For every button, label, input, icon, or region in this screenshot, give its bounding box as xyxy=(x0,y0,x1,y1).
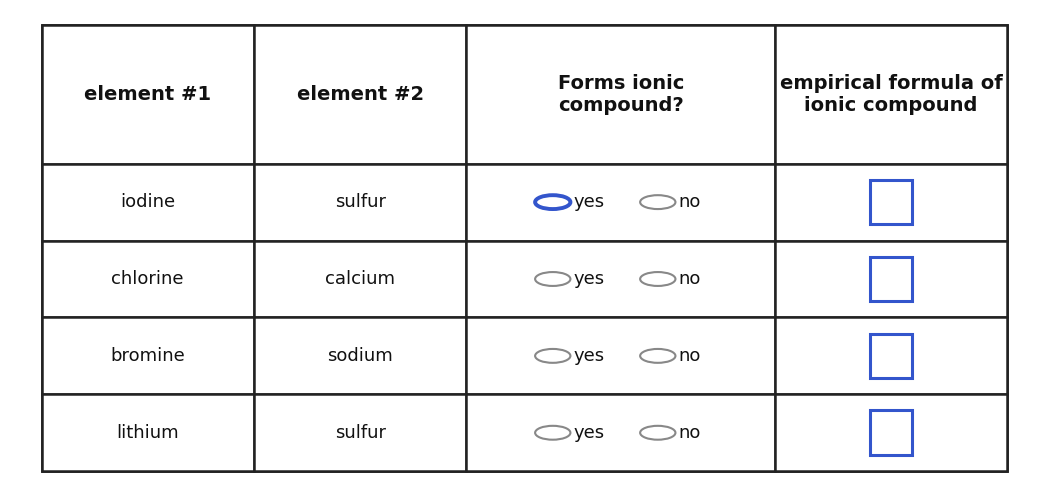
Bar xyxy=(775,317,1007,394)
Text: empirical formula of
ionic compound: empirical formula of ionic compound xyxy=(780,74,1003,115)
Bar xyxy=(254,164,466,241)
Bar xyxy=(254,25,466,164)
Bar xyxy=(775,164,1007,241)
Bar xyxy=(775,25,1007,164)
Bar xyxy=(466,241,775,317)
Bar xyxy=(254,394,466,471)
FancyBboxPatch shape xyxy=(870,334,911,378)
Text: no: no xyxy=(679,424,701,442)
Text: iodine: iodine xyxy=(120,193,175,211)
Bar xyxy=(254,241,466,317)
Ellipse shape xyxy=(536,426,571,440)
Text: bromine: bromine xyxy=(110,347,185,365)
Text: sodium: sodium xyxy=(327,347,393,365)
Bar xyxy=(42,25,1007,471)
Bar xyxy=(42,241,254,317)
Bar xyxy=(42,25,254,164)
Text: no: no xyxy=(679,270,701,288)
Text: yes: yes xyxy=(573,270,604,288)
Bar xyxy=(466,164,775,241)
Bar xyxy=(254,317,466,394)
Bar xyxy=(466,394,775,471)
Bar xyxy=(42,317,254,394)
Text: yes: yes xyxy=(573,193,604,211)
Text: sulfur: sulfur xyxy=(334,424,385,442)
Text: calcium: calcium xyxy=(325,270,395,288)
Text: no: no xyxy=(679,193,701,211)
Ellipse shape xyxy=(536,272,571,286)
Text: yes: yes xyxy=(573,424,604,442)
FancyBboxPatch shape xyxy=(870,411,911,455)
Ellipse shape xyxy=(640,349,676,363)
FancyBboxPatch shape xyxy=(870,180,911,224)
Text: sulfur: sulfur xyxy=(334,193,385,211)
Text: element #2: element #2 xyxy=(297,85,424,104)
Bar xyxy=(775,394,1007,471)
Text: chlorine: chlorine xyxy=(111,270,184,288)
Text: yes: yes xyxy=(573,347,604,365)
Bar xyxy=(42,394,254,471)
Bar xyxy=(775,241,1007,317)
Text: no: no xyxy=(679,347,701,365)
Text: lithium: lithium xyxy=(116,424,179,442)
FancyBboxPatch shape xyxy=(870,257,911,301)
Bar xyxy=(466,317,775,394)
Bar xyxy=(466,25,775,164)
Text: element #1: element #1 xyxy=(84,85,212,104)
Bar xyxy=(42,164,254,241)
Text: Forms ionic
compound?: Forms ionic compound? xyxy=(557,74,684,115)
Ellipse shape xyxy=(640,195,676,209)
Ellipse shape xyxy=(640,272,676,286)
Ellipse shape xyxy=(536,349,571,363)
Ellipse shape xyxy=(640,426,676,440)
Ellipse shape xyxy=(536,195,571,209)
